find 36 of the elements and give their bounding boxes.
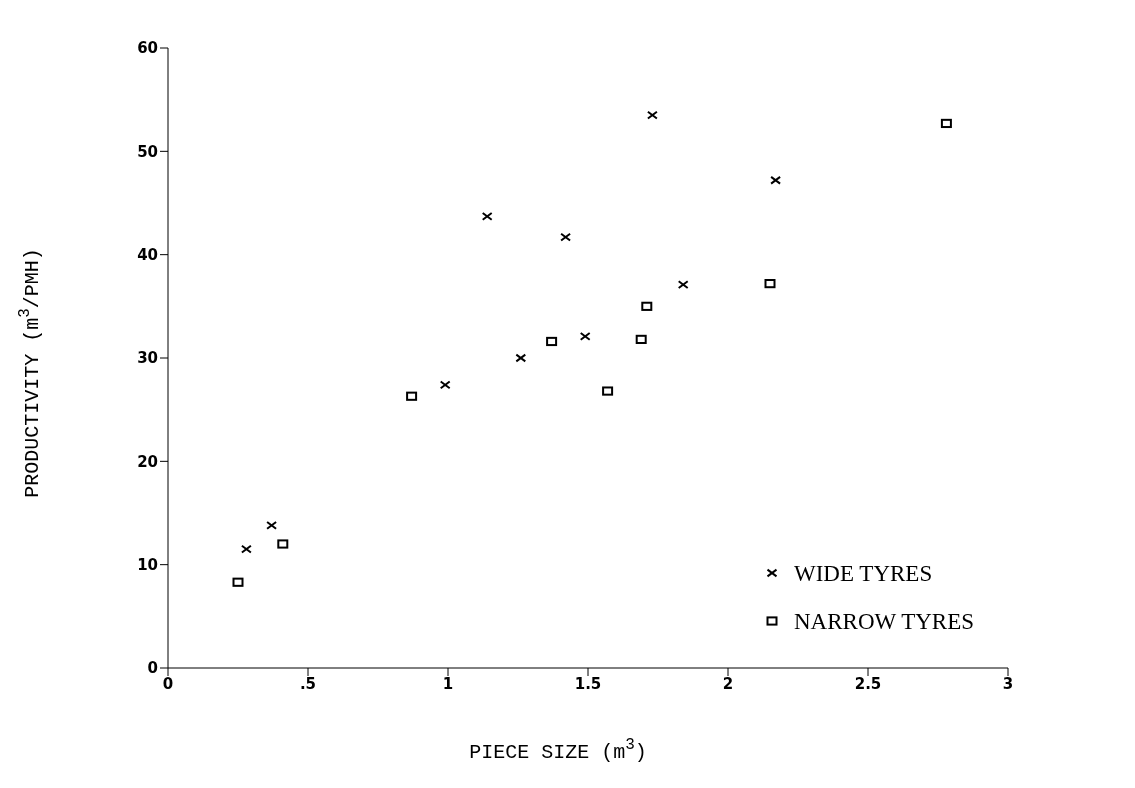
point [646, 110, 658, 120]
point [515, 353, 527, 363]
point [770, 175, 782, 185]
x-tick-label: .5 [299, 674, 317, 693]
point [641, 301, 653, 311]
legend-label: WIDE TYRES [794, 561, 933, 586]
x-axis-title: PIECE SIZE (m$^{3}$) [469, 736, 647, 764]
point [579, 331, 591, 341]
x-tick-label: 3 [1002, 674, 1014, 693]
y-tick-label: 40 [137, 245, 158, 264]
point [602, 386, 614, 396]
x-tick-label: 1.5 [574, 674, 602, 693]
point [277, 539, 289, 549]
point [546, 336, 558, 347]
point [560, 232, 572, 242]
legend-label: NARROW TYRES [794, 609, 974, 634]
point [677, 280, 689, 290]
point [266, 521, 278, 530]
x-tick-label: 1 [442, 674, 454, 693]
x-tick-label: 2 [722, 674, 734, 693]
point [481, 212, 493, 221]
y-tick-label: 10 [137, 555, 158, 574]
y-tick-label: 50 [137, 142, 158, 161]
point [240, 544, 252, 554]
y-tick-label: 0 [147, 659, 158, 678]
point [406, 391, 418, 401]
y-tick-label: 30 [137, 349, 158, 368]
x-tick-label: 2.5 [854, 674, 882, 693]
point [439, 380, 451, 390]
x-tick-label: 0 [162, 674, 174, 693]
point [764, 279, 776, 289]
point [232, 577, 244, 587]
point [940, 118, 952, 129]
point [635, 334, 647, 344]
y-tick-label: 60 [137, 39, 158, 58]
y-tick-label: 20 [137, 452, 158, 471]
